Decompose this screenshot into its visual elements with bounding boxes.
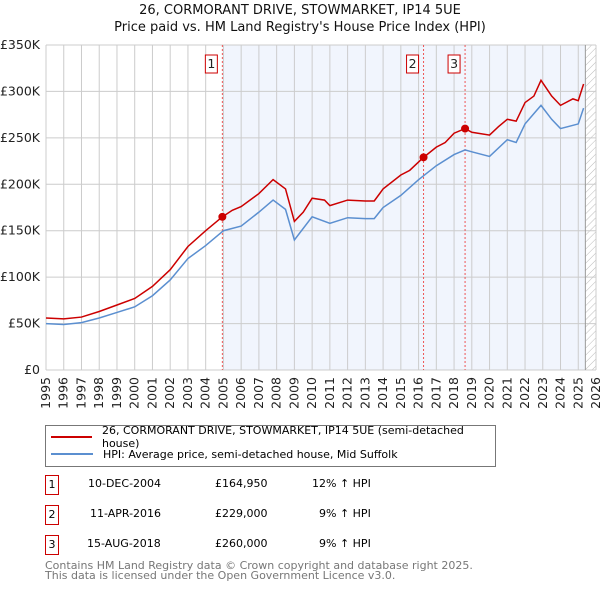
legend-red-line-icon — [51, 436, 92, 438]
x-tick-label: 2026 — [588, 377, 600, 409]
chart-title: 26, CORMORANT DRIVE, STOWMARKET, IP14 5U… — [139, 3, 461, 18]
y-tick-label: £0 — [24, 362, 40, 377]
legend-red-label: 26, CORMORANT DRIVE, STOWMARKET, IP14 5U… — [101, 424, 464, 450]
x-tick-label: 2016 — [411, 377, 426, 409]
x-tick-label: 1996 — [56, 377, 71, 409]
x-tick-label: 2003 — [180, 377, 195, 409]
sale-label-box — [447, 54, 461, 74]
y-tick-label: £100K — [0, 269, 41, 284]
sale-label: 3 — [450, 56, 458, 71]
x-tick-label: 2014 — [375, 377, 390, 409]
sale-hpi: 9% ↑ HPI — [319, 507, 371, 520]
x-tick-label: 2021 — [499, 377, 514, 409]
sale-point — [461, 124, 470, 133]
y-tick-label: £250K — [0, 130, 41, 145]
x-tick-label: 2001 — [144, 377, 159, 409]
x-tick-label: 2019 — [464, 377, 479, 409]
x-tick-label: 2000 — [127, 377, 142, 409]
x-tick-label: 2020 — [482, 377, 497, 409]
series-line — [45, 78, 585, 320]
sale-label-box — [204, 54, 218, 74]
x-tick-label: 2012 — [340, 377, 355, 409]
sale-number: 3 — [45, 535, 59, 555]
x-tick-label: 2017 — [428, 377, 443, 409]
sale-label: 1 — [207, 56, 215, 71]
sale-hpi: 12% ↑ HPI — [312, 477, 371, 490]
x-tick-label: 2004 — [198, 377, 213, 409]
y-tick-label: £350K — [0, 37, 41, 52]
sale-date: 10-DEC-2004 — [88, 477, 162, 490]
legend-blue-label: HPI: Average price, semi-detached house,… — [103, 447, 398, 461]
sale-label-box — [406, 54, 420, 74]
sale-point — [218, 212, 227, 221]
x-tick-label: 1999 — [109, 377, 124, 409]
x-tick-label: 2002 — [162, 377, 177, 409]
sale-date: 11-APR-2016 — [90, 507, 162, 520]
x-tick-label: 2008 — [269, 377, 284, 409]
x-tick-label: 2015 — [393, 377, 408, 409]
legend-blue-line-icon — [51, 453, 93, 455]
x-tick-label: 2007 — [251, 377, 266, 409]
x-tick-label: 1995 — [38, 377, 53, 409]
sale-date: 15-AUG-2018 — [87, 537, 161, 550]
x-tick-label: 2024 — [553, 377, 568, 409]
y-tick-label: £300K — [0, 83, 41, 98]
y-tick-label: £150K — [0, 223, 41, 238]
future-hatch — [585, 45, 596, 370]
sale-point — [419, 153, 428, 162]
footer-line-1: Contains HM Land Registry data © Crown c… — [45, 559, 473, 572]
sale-price: £229,000 — [215, 507, 268, 520]
legend: 26, CORMORANT DRIVE, STOWMARKET, IP14 5U… — [45, 424, 496, 467]
x-tick-label: 2023 — [535, 377, 550, 409]
chart-subtitle: Price paid vs. HM Land Registry's House … — [114, 20, 486, 35]
sale-hpi: 9% ↑ HPI — [319, 537, 371, 550]
x-tick-label: 2006 — [233, 377, 248, 409]
x-tick-label: 2011 — [322, 377, 337, 409]
x-tick-label: 2013 — [357, 377, 372, 409]
x-tick-label: 2009 — [286, 377, 301, 409]
x-tick-label: 2022 — [517, 377, 532, 409]
sale-price: £164,950 — [215, 477, 268, 490]
sale-price: £260,000 — [215, 537, 268, 550]
x-tick-label: 2018 — [446, 377, 461, 409]
y-tick-label: £200K — [0, 176, 41, 191]
series-line — [45, 104, 585, 326]
footer-line-2: This data is licensed under the Open Gov… — [45, 569, 396, 582]
sale-number: 1 — [45, 475, 59, 495]
x-tick-label: 2005 — [215, 377, 230, 409]
sale-number: 2 — [45, 505, 59, 525]
plot-area: 1995 1996 1997 1998 1999 2000 2001 2002 2003 2004… — [0, 37, 600, 409]
sale-label: 2 — [409, 56, 417, 71]
x-tick-label: 2025 — [570, 377, 585, 409]
x-tick-label: 2010 — [304, 377, 319, 409]
x-tick-label: 1998 — [91, 377, 106, 409]
footer: Contains HM Land Registry data © Crown c… — [45, 559, 473, 582]
x-tick-label: 1997 — [73, 377, 88, 409]
y-tick-label: £50K — [8, 316, 41, 331]
